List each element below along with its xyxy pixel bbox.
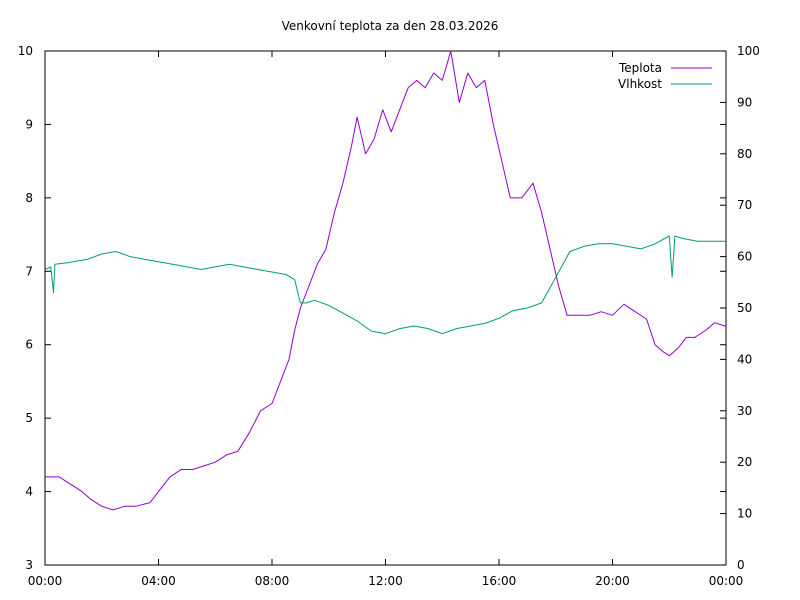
left-tick-label: 6 <box>25 338 33 352</box>
plot-frame <box>44 50 727 566</box>
right-tick-label: 60 <box>737 250 752 264</box>
x-tick-label: 00:00 <box>28 574 63 588</box>
x-axis-ticks: 00:00 04:00 08:00 12:00 16:00 20:00 00:00 <box>28 51 744 588</box>
right-tick-label: 30 <box>737 404 752 418</box>
series-line-vlhkost <box>44 235 726 335</box>
left-tick-label: 7 <box>25 264 33 278</box>
right-tick-label: 80 <box>737 147 752 161</box>
right-tick-label: 70 <box>737 198 752 212</box>
legend-label: Vlhkost <box>618 77 662 91</box>
x-tick-label: 16:00 <box>482 574 517 588</box>
series-line-teplota <box>45 50 727 511</box>
left-tick-label: 9 <box>25 117 33 131</box>
x-tick-label: 08:00 <box>255 574 290 588</box>
chart-title: Venkovní teplota za den 28.03.2026 <box>282 19 499 33</box>
x-tick-label: 12:00 <box>368 574 403 588</box>
right-tick-label: 100 <box>737 44 760 58</box>
left-tick-label: 8 <box>25 191 33 205</box>
right-tick-label: 40 <box>737 352 752 366</box>
x-tick-label: 00:00 <box>709 574 744 588</box>
left-axis-ticks: 3 4 5 6 7 8 9 10 <box>18 44 726 572</box>
right-tick-label: 20 <box>737 455 752 469</box>
left-tick-label: 3 <box>25 558 33 572</box>
right-tick-label: 10 <box>737 507 752 521</box>
left-tick-label: 4 <box>25 485 33 499</box>
right-tick-label: 90 <box>737 95 752 109</box>
right-tick-label: 50 <box>737 301 752 315</box>
x-tick-label: 20:00 <box>595 574 630 588</box>
left-tick-label: 5 <box>25 411 33 425</box>
left-tick-label: 10 <box>18 44 33 58</box>
legend: Teplota Vlhkost <box>618 61 712 91</box>
legend-label: Teplota <box>618 61 662 75</box>
right-tick-label: 0 <box>737 558 745 572</box>
series-layer <box>44 50 727 511</box>
x-tick-label: 04:00 <box>141 574 176 588</box>
right-axis-ticks: 0 10 20 30 40 50 60 70 80 90 100 <box>720 44 760 572</box>
